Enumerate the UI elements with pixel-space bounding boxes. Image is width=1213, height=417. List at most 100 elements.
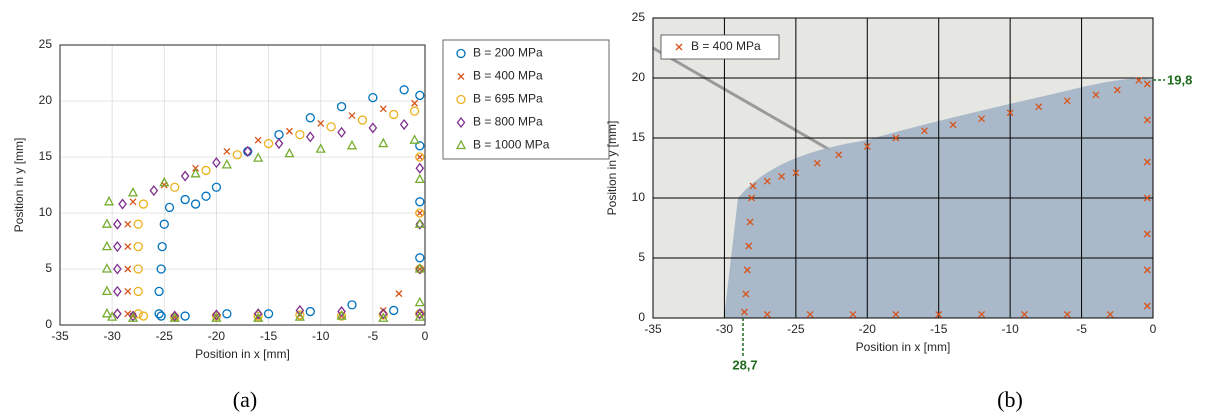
point — [416, 153, 424, 161]
point — [170, 310, 180, 322]
point — [101, 307, 113, 318]
plot-frame — [652, 17, 1154, 319]
point — [1106, 310, 1114, 318]
point — [892, 310, 900, 318]
point — [295, 310, 305, 320]
x-tick-label: -15 — [260, 329, 278, 343]
point — [347, 300, 357, 310]
x-tick-label: -10 — [1001, 322, 1019, 336]
point — [253, 308, 263, 320]
point — [284, 147, 295, 158]
legend-label: B = 200 MPa — [473, 46, 543, 60]
point — [107, 311, 118, 321]
point — [156, 264, 166, 274]
point — [978, 310, 986, 318]
legend-swatch — [456, 116, 466, 129]
point — [378, 137, 389, 148]
point — [211, 312, 222, 322]
point — [211, 182, 222, 192]
y-axis-label: Position in y [mm] — [605, 121, 619, 216]
point — [133, 286, 143, 297]
point — [113, 218, 122, 230]
point — [180, 194, 190, 205]
x-tick-label: -20 — [208, 329, 226, 343]
point — [378, 312, 389, 322]
point — [409, 106, 420, 116]
point — [326, 122, 336, 132]
x-tick-label: -35 — [51, 329, 69, 343]
point — [415, 197, 425, 207]
point — [892, 134, 900, 142]
x-tick-label: -10 — [312, 329, 330, 343]
point — [1143, 116, 1151, 124]
panel-b: -35 -30 -25 -20 -15 -10 -5 0 0 5 10 15 20 25 Position … — [605, 10, 1156, 412]
point — [101, 285, 113, 296]
point — [415, 308, 425, 320]
x-tick-label: -20 — [859, 322, 877, 336]
point — [201, 165, 211, 176]
point — [414, 296, 425, 307]
point — [1006, 109, 1014, 117]
point — [415, 152, 425, 162]
legend-label: B = 800 MPa — [473, 115, 543, 129]
point — [133, 219, 143, 229]
point — [127, 312, 139, 322]
point — [101, 263, 113, 273]
legend-swatch — [457, 73, 465, 80]
point — [763, 310, 771, 318]
point — [746, 218, 754, 226]
point — [315, 143, 326, 153]
x-tick-label: 0 — [1150, 322, 1157, 336]
point — [129, 198, 137, 206]
point — [368, 92, 378, 103]
point — [978, 115, 986, 123]
point — [201, 191, 211, 201]
point — [154, 286, 164, 297]
point — [317, 119, 325, 127]
point — [415, 90, 425, 101]
point — [336, 101, 347, 112]
photo-rod — [652, 46, 831, 152]
point — [190, 167, 201, 178]
point — [813, 159, 821, 167]
y-tick-label: 0 — [638, 310, 645, 324]
point — [806, 310, 814, 318]
legend-box — [442, 39, 610, 160]
point — [118, 198, 127, 210]
point — [232, 150, 242, 160]
point — [742, 290, 750, 298]
point — [920, 127, 928, 135]
point — [1063, 97, 1071, 105]
point — [740, 308, 748, 316]
point — [336, 310, 347, 320]
point — [849, 310, 857, 318]
y-tick-label: 5 — [45, 261, 52, 275]
point — [1143, 80, 1151, 88]
point — [113, 263, 122, 275]
y-tick-label: 5 — [638, 250, 645, 264]
point — [1143, 194, 1151, 202]
y-tick-label: 20 — [632, 70, 646, 84]
legend-box — [660, 34, 780, 60]
point — [159, 219, 169, 229]
point — [863, 142, 871, 150]
point — [346, 139, 358, 150]
point — [133, 241, 143, 252]
point — [763, 177, 771, 185]
plot-area — [60, 45, 425, 325]
x-tick-label: -30 — [716, 322, 734, 336]
panel-a: -35 -30 -25 -20 -15 -10 -5 0 0 5 10 15 20 25 Position … — [12, 37, 610, 412]
legend-swatch — [456, 94, 466, 105]
x-tick-label: -5 — [1076, 322, 1087, 336]
y-tick-label: 10 — [632, 190, 646, 204]
caption: (b) — [997, 387, 1023, 412]
x-tick-label: -35 — [644, 322, 662, 336]
point — [124, 265, 132, 273]
x-axis-label: Position in x [mm] — [856, 340, 951, 354]
point — [415, 208, 425, 218]
point — [1063, 310, 1071, 318]
point — [415, 141, 425, 151]
point — [223, 147, 231, 155]
